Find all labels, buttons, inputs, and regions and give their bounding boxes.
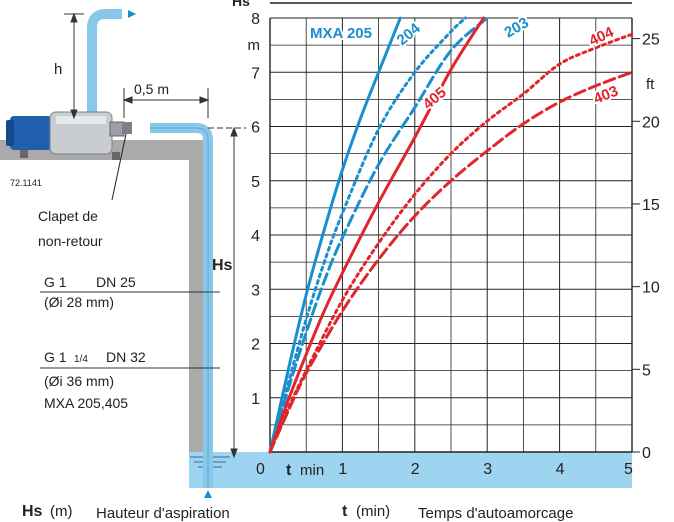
installation-diagram: Hs h 0,5 m 72.1141 Clapet de non-retour … — [0, 0, 632, 498]
footer: Hs (m) Hauteur d'aspiration t (min) Temp… — [22, 503, 573, 522]
y-tick-label-right: 5 — [642, 362, 651, 379]
y-tick-label-right: 0 — [642, 445, 651, 462]
x-tick-label: 0 — [256, 461, 265, 478]
y-tick-label-left: 3 — [251, 282, 260, 299]
series-line-405 — [268, 16, 486, 454]
footer-t-unit: (min) — [356, 503, 390, 520]
water-pool — [189, 452, 632, 488]
pipe2-inner: (Øi 36 mm) — [44, 373, 114, 389]
y-tick-label-left: 1 — [251, 391, 260, 408]
y-tick-label-right: 10 — [642, 280, 660, 297]
y-tick-label-right: 25 — [642, 32, 660, 49]
pipe2-dn: DN 32 — [106, 349, 146, 365]
series-label-mxa-205: MXA 205 — [310, 25, 372, 42]
top-hs-label: Hs — [232, 0, 250, 9]
series-line-204 — [268, 16, 467, 454]
pipe1-inner: (Øi 28 mm) — [44, 294, 114, 310]
pump-icon — [6, 111, 125, 160]
pipe2-models: MXA 205,405 — [44, 395, 128, 411]
x-axis-label: min — [300, 462, 324, 479]
valve-label-1: Clapet de — [38, 208, 98, 224]
series-label-405: 405 — [420, 84, 450, 113]
footer-hs-bold: Hs — [22, 503, 43, 520]
hs-dimension-label: Hs — [212, 257, 233, 274]
y-axis-unit-right: ft — [646, 76, 655, 93]
series-line-mxa-205 — [268, 16, 402, 454]
y-tick-label-right: 15 — [642, 197, 660, 214]
valve-label-2: non-retour — [38, 233, 103, 249]
series-line-203 — [268, 16, 489, 454]
pipe2-fraction: 1/4 — [74, 354, 88, 365]
discharge-pipe — [87, 9, 122, 118]
series-label-404: 404 — [587, 23, 617, 49]
pump-id-label: 72.1141 — [10, 178, 42, 188]
y-tick-label-left: 2 — [251, 337, 260, 354]
outflow-arrow-icon — [128, 10, 136, 18]
pipe2-thread: G 1 — [44, 349, 67, 365]
y-tick-label-left: 6 — [251, 120, 260, 137]
footer-hs-unit: (m) — [50, 503, 73, 520]
y-tick-label-left: 8 — [251, 11, 260, 28]
y-axis-unit-left: m — [248, 37, 261, 54]
pipe1-dn: DN 25 — [96, 274, 136, 290]
series-line-403 — [268, 70, 634, 454]
footer-t-desc: Temps d'autoamorcage — [418, 505, 573, 522]
x-tick-label: 1 — [338, 461, 347, 478]
footer-hs-desc: Hauteur d'aspiration — [96, 505, 230, 522]
x-tick-label: 3 — [483, 461, 492, 478]
x-axis-label-bold: t — [286, 462, 292, 479]
y-tick-label-left: 7 — [251, 65, 260, 82]
inflow-arrow-icon — [204, 490, 212, 498]
footer-t-bold: t — [342, 503, 348, 520]
x-tick-label: 2 — [411, 461, 420, 478]
check-valve-icon — [122, 122, 132, 134]
y-tick-label-right: 20 — [642, 114, 660, 131]
x-tick-label: 5 — [624, 461, 633, 478]
distance-label: 0,5 m — [134, 81, 169, 97]
y-tick-label-left: 4 — [251, 228, 260, 245]
y-tick-label-left: 5 — [251, 174, 260, 191]
pipe1-thread: G 1 — [44, 274, 67, 290]
x-tick-label: 4 — [556, 461, 565, 478]
h-label: h — [54, 61, 62, 78]
